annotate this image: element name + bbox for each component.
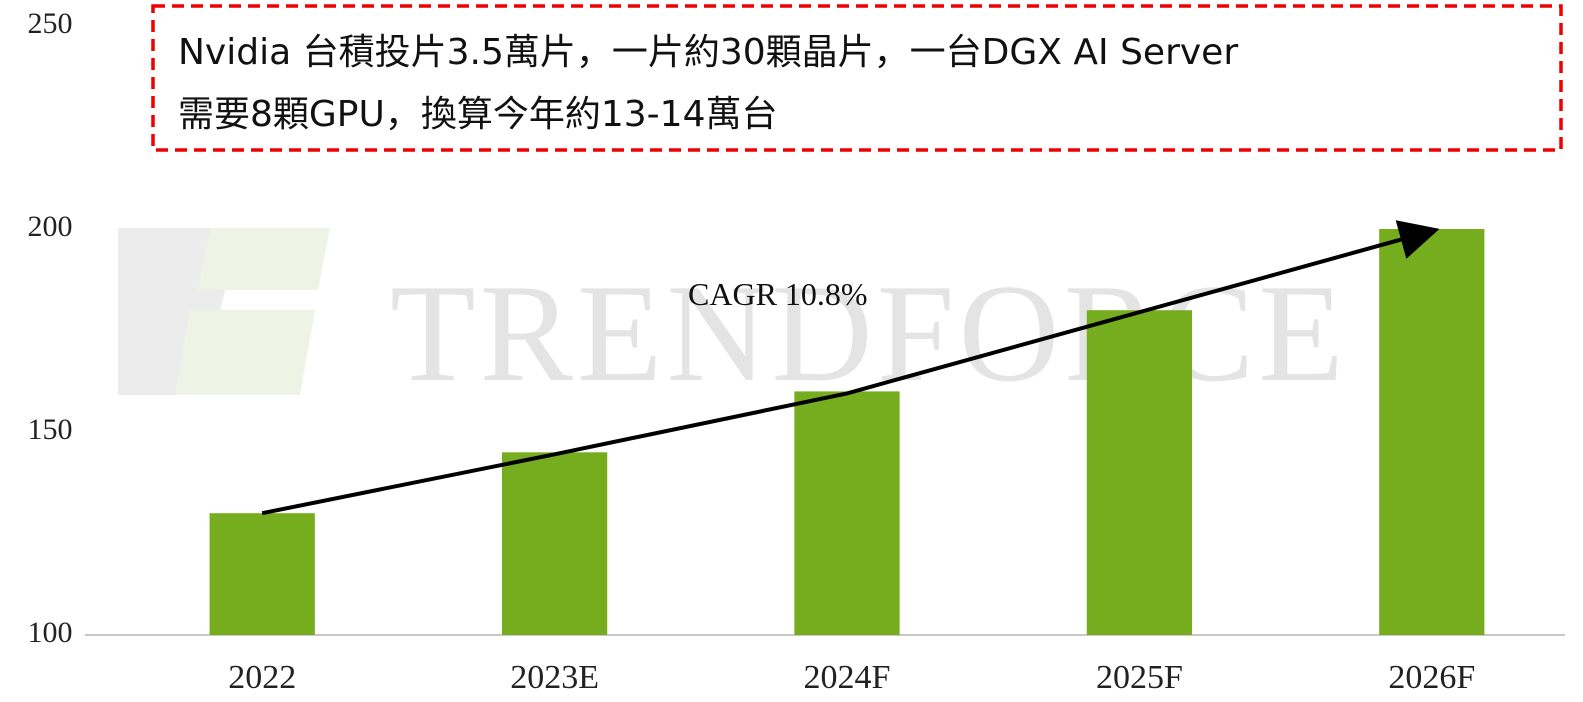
y-tick-label: 150 (28, 413, 73, 446)
cagr-label: CAGR 10.8% (688, 276, 868, 312)
y-tick-label: 200 (28, 210, 73, 243)
note-line: 需要8顆GPU，換算今年約13-14萬台 (178, 94, 777, 135)
x-tick-label: 2022 (228, 659, 296, 696)
x-tick-label: 2026F (1388, 659, 1475, 696)
note-box (151, 4, 1563, 152)
y-tick-label: 250 (28, 7, 73, 40)
x-tick-label: 2024F (804, 659, 891, 696)
x-tick-label: 2025F (1096, 659, 1183, 696)
bar (1086, 310, 1193, 635)
watermark-logo (118, 228, 330, 395)
x-tick-label: 2023E (510, 659, 599, 696)
cagr-arrow (261, 220, 1440, 516)
bar (501, 452, 608, 635)
y-tick-label: 100 (28, 616, 73, 649)
note-line: Nvidia 台積投片3.5萬片，一片約30顆晶片，一台DGX AI Serve… (178, 32, 1238, 73)
bar (794, 391, 900, 635)
bar (1379, 229, 1485, 635)
bar (209, 513, 315, 635)
